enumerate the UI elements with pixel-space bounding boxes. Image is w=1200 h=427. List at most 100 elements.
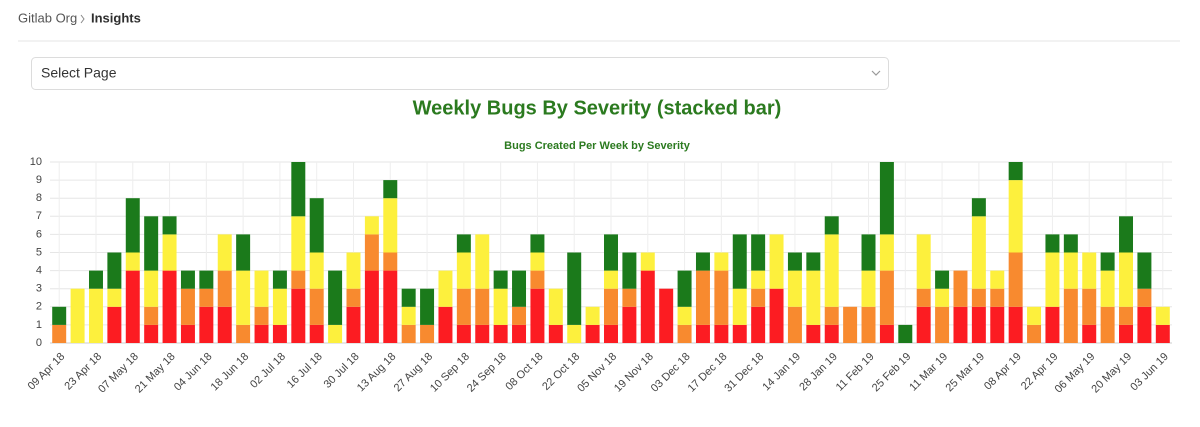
select-box[interactable] <box>31 57 889 90</box>
bar-segment <box>787 252 802 271</box>
bar-segment <box>604 270 618 289</box>
bar-segment <box>1119 306 1134 325</box>
bar-segment <box>843 306 858 343</box>
bar-segment <box>272 288 287 325</box>
bar-segment <box>1045 234 1060 253</box>
bar-segment <box>622 306 637 343</box>
bar-segment <box>769 234 784 289</box>
breadcrumb-current[interactable]: Insights <box>91 10 141 25</box>
bar-segment <box>879 324 894 343</box>
bar-segment <box>438 270 453 307</box>
bar-segment <box>861 306 876 343</box>
bar-segment <box>1045 306 1060 343</box>
bar-segment <box>309 324 324 343</box>
bar-segment <box>824 324 839 343</box>
x-tick-label: 16 Jul 18 <box>285 351 325 391</box>
bar-segment <box>493 270 508 289</box>
bar-segment <box>953 270 968 307</box>
bar-segment <box>1082 324 1097 343</box>
select-placeholder[interactable]: Select Page <box>41 65 117 81</box>
bar-segment <box>272 270 287 289</box>
x-tick-label: 18 Jun 18 <box>209 351 252 394</box>
bar-segment <box>751 288 766 307</box>
bar-segment <box>475 324 490 343</box>
bar-segment <box>530 234 545 253</box>
x-tick-label: 13 Aug 18 <box>355 351 399 395</box>
bar-segment <box>732 324 747 343</box>
bar-segment <box>438 306 453 343</box>
bar-segment <box>1082 252 1097 289</box>
bar-segment <box>567 252 582 325</box>
y-tick-label: 8 <box>36 192 42 204</box>
bar-segment <box>971 306 986 343</box>
bar-segment <box>125 198 140 253</box>
y-tick-label: 6 <box>36 228 42 240</box>
x-tick-label: 20 May 19 <box>1089 351 1134 396</box>
bar-segment <box>420 324 435 343</box>
bar-segment <box>272 324 287 343</box>
bar-segment <box>935 270 950 289</box>
bar-segment <box>346 306 361 343</box>
bar-segment <box>1155 324 1170 343</box>
bar-segment <box>787 270 802 307</box>
bar-segment <box>732 234 747 289</box>
select[interactable]: Select Page <box>31 57 889 90</box>
bar-segment <box>401 306 416 325</box>
bar-segment <box>144 306 159 325</box>
bar-segment <box>1082 288 1097 325</box>
bar-segment <box>1100 252 1115 271</box>
bar-segment <box>475 288 490 325</box>
bar-segment <box>512 270 527 307</box>
bar-segment <box>328 324 343 343</box>
x-tick-label: 08 Apr 19 <box>982 351 1024 393</box>
bar-segment <box>787 306 802 343</box>
bar-segment <box>677 270 692 307</box>
bar-segment <box>512 306 527 325</box>
bar-segment <box>751 234 766 271</box>
y-tick-label: 9 <box>36 174 42 186</box>
bar-segment <box>971 288 986 307</box>
bar-segment <box>1027 306 1042 325</box>
heading: Weekly Bugs By Severity (stacked bar) <box>413 97 782 119</box>
bar-segment <box>217 306 232 343</box>
y-tick-label: 1 <box>36 319 42 331</box>
bar-segment <box>162 234 177 271</box>
bar-segment <box>52 324 67 343</box>
bar-segment <box>751 306 766 343</box>
bar-segment <box>953 306 968 343</box>
bar-segment <box>107 306 122 343</box>
y-tick-label: 5 <box>36 246 42 258</box>
bar-segment <box>1063 252 1078 289</box>
bar-segment <box>309 288 324 325</box>
bar-segment <box>254 324 269 343</box>
bar-segment <box>971 198 986 217</box>
bar-segment <box>567 324 582 343</box>
bar-segment <box>291 162 306 217</box>
bar-segment <box>309 252 324 289</box>
breadcrumb-link[interactable]: Gitlab Org <box>18 10 77 25</box>
bar-segment <box>916 306 931 343</box>
bar-segment <box>475 234 490 289</box>
bar-segment <box>971 216 986 289</box>
select-chevron[interactable] <box>871 70 881 76</box>
x-tick-label: 08 Oct 18 <box>503 351 545 393</box>
x-tick-label: 25 Mar 19 <box>944 351 988 395</box>
bar-segment <box>346 288 361 307</box>
bar-segment <box>677 324 692 343</box>
bar-segment <box>990 306 1005 343</box>
bar-segment <box>1137 252 1152 289</box>
bar-segment <box>898 324 913 343</box>
bar-segment <box>199 306 214 343</box>
bar-segment <box>162 270 177 343</box>
bar-segment <box>714 324 729 343</box>
bar-segment <box>180 288 195 325</box>
bar-segment <box>162 216 177 235</box>
x-tick-label: 28 Jan 19 <box>797 351 840 394</box>
bar-segment <box>732 288 747 325</box>
bar-segment <box>144 270 159 307</box>
bar-segment <box>125 270 140 343</box>
bar-segment <box>990 270 1005 289</box>
bar-segment <box>640 270 655 343</box>
bar-segment <box>1100 306 1115 343</box>
bar-segment <box>1137 288 1152 307</box>
